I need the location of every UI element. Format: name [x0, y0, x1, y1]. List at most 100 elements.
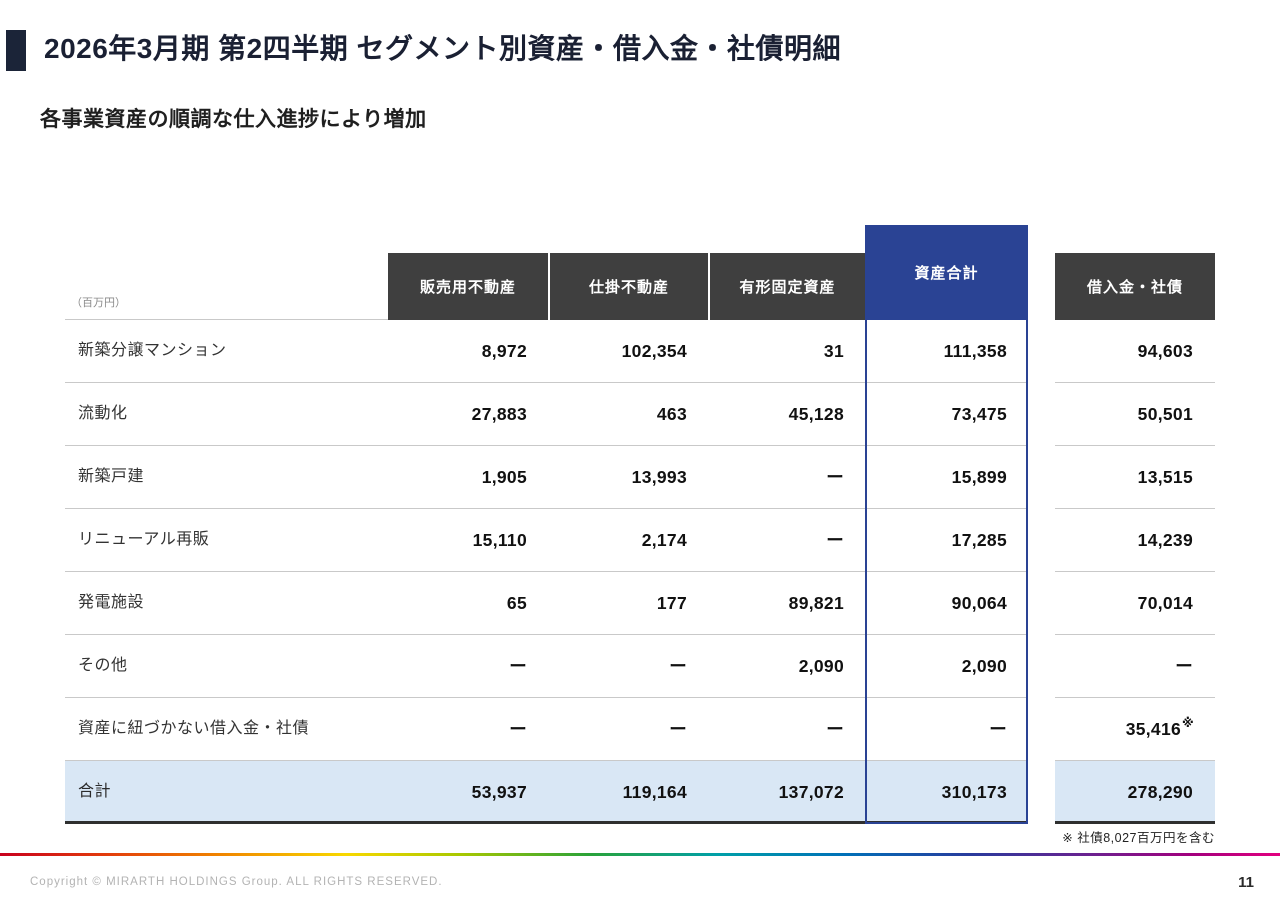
- cell-value: 90,064: [951, 593, 1007, 613]
- cell-value: ー: [826, 467, 844, 487]
- cell-value: ー: [826, 530, 844, 550]
- cell-value: 50,501: [1137, 404, 1193, 424]
- cell-borrowings-bonds: 94,603: [1055, 320, 1215, 383]
- cell-tangible-fixed-assets: 45,128: [708, 383, 865, 446]
- cell-tangible-fixed-assets: 31: [708, 320, 865, 383]
- table-row: 新築戸建 1,905 13,993 ー 15,899 13,515: [65, 446, 1215, 509]
- cell-borrowings-bonds: 50,501: [1055, 383, 1215, 446]
- cell-value: 310,173: [941, 782, 1007, 802]
- table-row: 発電施設 65 177 89,821 90,064 70,014: [65, 572, 1215, 635]
- row-label: 新築戸建: [65, 446, 388, 509]
- footnote-marker: ※: [1182, 716, 1194, 731]
- row-gap: [1028, 383, 1055, 446]
- cell-value: 2,174: [641, 530, 687, 550]
- cell-value: ー: [826, 719, 844, 739]
- cell-value: 31: [823, 341, 844, 361]
- row-gap: [1028, 635, 1055, 698]
- cell-value: ー: [669, 719, 687, 739]
- cell-tangible-fixed-assets: 89,821: [708, 572, 865, 635]
- cell-value: 2,090: [798, 656, 844, 676]
- cell-value: 73,475: [951, 404, 1007, 424]
- rainbow-divider: [0, 853, 1280, 856]
- cell-in-progress-real-estate: 177: [548, 572, 708, 635]
- footnote: ※ 社債8,027百万円を含む: [1062, 831, 1215, 845]
- cell-value: 53,937: [471, 782, 527, 802]
- cell-borrowings-bonds: 35,416※: [1055, 698, 1215, 761]
- cell-value: 2,090: [961, 656, 1007, 676]
- cell-value: ー: [669, 656, 687, 676]
- cell-borrowings-bonds: 13,515: [1055, 446, 1215, 509]
- copyright: Copyright © MIRARTH HOLDINGS Group. ALL …: [30, 876, 443, 888]
- row-gap: [1028, 572, 1055, 635]
- cell-value: 89,821: [788, 593, 844, 613]
- cell-value: 17,285: [951, 530, 1007, 550]
- row-gap: [1028, 320, 1055, 383]
- cell-total-assets: 111,358: [865, 320, 1028, 383]
- column-header-total-assets: 資産合計: [865, 225, 1028, 320]
- cell-value: 177: [656, 593, 687, 613]
- cell-borrowings-bonds: 278,290: [1055, 761, 1215, 824]
- cell-in-progress-real-estate: 463: [548, 383, 708, 446]
- cell-sale-real-estate: ー: [388, 698, 548, 761]
- cell-total-assets: 90,064: [865, 572, 1028, 635]
- cell-value: 463: [656, 404, 687, 424]
- row-label: 資産に紐づかない借入金・社債: [65, 698, 388, 761]
- table-bottom-border: [65, 821, 1028, 824]
- cell-value: 94,603: [1137, 341, 1193, 361]
- row-label: その他: [65, 635, 388, 698]
- cell-sale-real-estate: 1,905: [388, 446, 548, 509]
- cell-value: 13,993: [631, 467, 687, 487]
- cell-value: ー: [1175, 656, 1193, 676]
- table-row: 資産に紐づかない借入金・社債 ー ー ー ー 35,416※: [65, 698, 1215, 761]
- cell-total-assets: 2,090: [865, 635, 1028, 698]
- table-body: 新築分譲マンション 8,972 102,354 31 111,358 94,60…: [65, 320, 1215, 824]
- cell-sale-real-estate: 27,883: [388, 383, 548, 446]
- column-header-in-progress-real-estate: 仕掛不動産: [548, 253, 708, 320]
- cell-value: 35,416: [1125, 719, 1182, 739]
- cell-in-progress-real-estate: 2,174: [548, 509, 708, 572]
- table-row: リニューアル再販 15,110 2,174 ー 17,285 14,239: [65, 509, 1215, 572]
- cell-value: 1,905: [481, 467, 527, 487]
- cell-tangible-fixed-assets: ー: [708, 698, 865, 761]
- segment-table: （百万円） 販売用不動産 仕掛不動産 有形固定資産 資産合計 借入金・社債 新築…: [65, 225, 1215, 824]
- table-row: 新築分譲マンション 8,972 102,354 31 111,358 94,60…: [65, 320, 1215, 383]
- cell-value: 137,072: [778, 782, 844, 802]
- cell-in-progress-real-estate: 119,164: [548, 761, 708, 824]
- row-label: リニューアル再販: [65, 509, 388, 572]
- cell-value: 278,290: [1127, 782, 1193, 802]
- cell-tangible-fixed-assets: 2,090: [708, 635, 865, 698]
- cell-sale-real-estate: 65: [388, 572, 548, 635]
- row-label: 新築分譲マンション: [65, 320, 388, 383]
- cell-value: 111,358: [943, 341, 1007, 361]
- cell-value: 15,899: [951, 467, 1007, 487]
- cell-total-assets: 310,173: [865, 761, 1028, 824]
- header-gap: [1028, 225, 1055, 320]
- cell-value: 13,515: [1137, 467, 1193, 487]
- cell-borrowings-bonds: ー: [1055, 635, 1215, 698]
- cell-value: ー: [989, 719, 1007, 739]
- cell-value: ー: [509, 719, 527, 739]
- page-number: 11: [1238, 874, 1254, 891]
- row-gap: [1028, 509, 1055, 572]
- cell-sale-real-estate: ー: [388, 635, 548, 698]
- table-row: 流動化 27,883 463 45,128 73,475 50,501: [65, 383, 1215, 446]
- cell-in-progress-real-estate: 13,993: [548, 446, 708, 509]
- table-row: 合計 53,937 119,164 137,072 310,173 278,29…: [65, 761, 1215, 824]
- cell-in-progress-real-estate: 102,354: [548, 320, 708, 383]
- table-bottom-border-right: [1055, 821, 1215, 824]
- cell-value: 65: [506, 593, 527, 613]
- cell-value: 45,128: [788, 404, 844, 424]
- row-label: 流動化: [65, 383, 388, 446]
- subtitle: 各事業資産の順調な仕入進捗により増加: [40, 108, 427, 131]
- page-title: 2026年3月期 第2四半期 セグメント別資産・借入金・社債明細: [44, 33, 841, 64]
- row-gap: [1028, 698, 1055, 761]
- table-row: その他 ー ー 2,090 2,090 ー: [65, 635, 1215, 698]
- cell-value: 70,014: [1137, 593, 1193, 613]
- cell-sale-real-estate: 15,110: [388, 509, 548, 572]
- cell-value: 27,883: [471, 404, 527, 424]
- cell-value: 15,110: [472, 530, 527, 550]
- cell-total-assets: 73,475: [865, 383, 1028, 446]
- row-label: 発電施設: [65, 572, 388, 635]
- cell-tangible-fixed-assets: ー: [708, 509, 865, 572]
